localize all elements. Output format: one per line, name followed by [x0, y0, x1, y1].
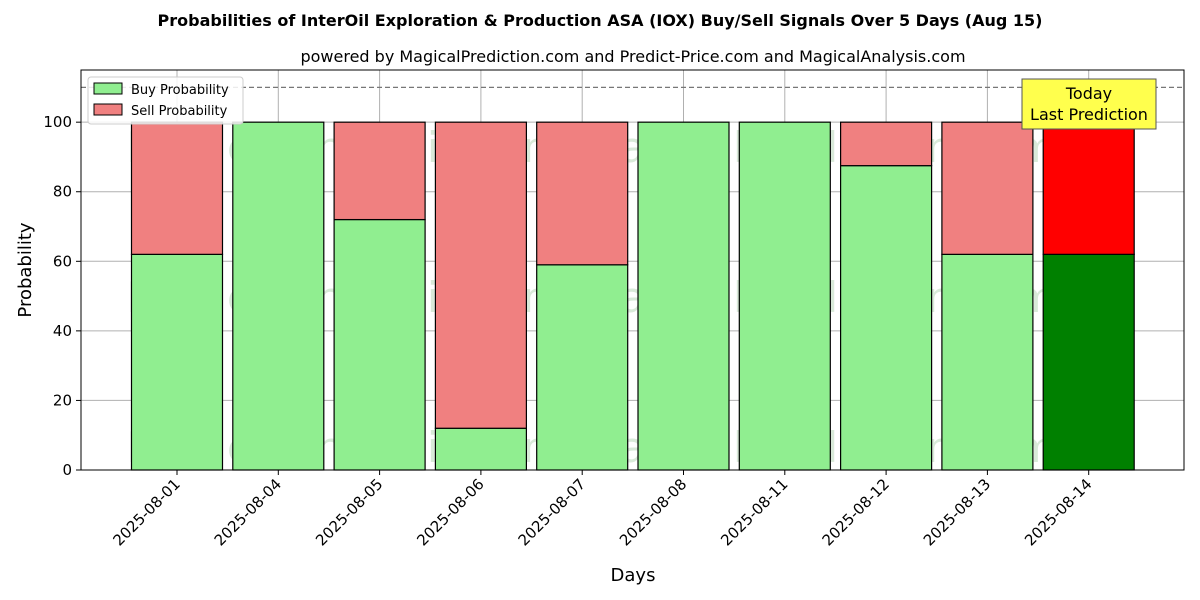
today-annotation-line1: Today [1065, 84, 1112, 103]
bar-buy-2025-08-06 [434, 427, 527, 471]
x-tick-label: 2025-08-05 [312, 475, 386, 549]
bar-buy-2025-08-12 [839, 165, 933, 471]
x-tick-label: 2025-08-01 [109, 475, 183, 549]
bar-buy-2025-08-01 [130, 253, 224, 471]
today-annotation: Today Last Prediction [1021, 78, 1157, 130]
bar-sell-2025-08-13 [941, 121, 1034, 255]
bar-buy-2025-08-04 [232, 121, 325, 471]
legend-swatch-sell [93, 103, 123, 116]
y-tick-label: 80 [53, 183, 72, 201]
bar-buy-2025-08-08 [637, 121, 730, 471]
legend-label-buy: Buy Probability [131, 83, 229, 98]
y-tick-label: 60 [53, 252, 72, 270]
x-tick-label: 2025-08-12 [819, 475, 893, 549]
x-tick-label: 2025-08-06 [413, 475, 487, 549]
today-annotation-line2: Last Prediction [1030, 105, 1148, 124]
x-tick-label: 2025-08-08 [616, 475, 690, 549]
legend-swatch-buy [93, 82, 123, 95]
chart-subtitle: powered by MagicalPrediction.com and Pre… [300, 47, 965, 66]
today-annotation-box [1021, 78, 1157, 130]
y-axis: 0 20 40 60 80 100 [43, 113, 81, 479]
bar-sell-2025-08-12 [839, 121, 933, 167]
x-axis: 2025-08-01 2025-08-04 2025-08-05 2025-08-06… [109, 470, 1096, 549]
y-tick-label: 100 [43, 113, 72, 131]
bar-buy-2025-08-11 [738, 121, 831, 471]
y-axis-label: Probability [15, 222, 36, 317]
legend-label-sell: Sell Probability [131, 104, 228, 119]
bar-sell-2025-08-01 [130, 121, 224, 255]
x-tick-label: 2025-08-07 [515, 475, 589, 549]
legend: Buy Probability Sell Probability [87, 76, 244, 125]
bar-buy-2025-08-05 [333, 218, 426, 471]
bar-buy-2025-08-14 [1042, 253, 1135, 471]
bar-sell-2025-08-06 [434, 121, 527, 429]
plot-frame [80, 69, 1185, 471]
bar-buy-2025-08-13 [941, 253, 1034, 471]
y-tick-label: 0 [62, 461, 72, 479]
x-tick-label: 2025-08-13 [920, 475, 994, 549]
bar-sell-2025-08-07 [536, 121, 629, 266]
bar-sell-2025-08-05 [333, 121, 426, 221]
bar-buy-2025-08-07 [536, 264, 629, 471]
legend-box [87, 76, 244, 125]
x-tick-label: 2025-08-11 [717, 475, 791, 549]
x-axis-label: Days [611, 565, 656, 586]
x-tick-label: 2025-08-14 [1021, 475, 1095, 549]
x-tick-label: 2025-08-04 [211, 475, 285, 549]
chart-title: Probabilities of InterOil Exploration & … [158, 11, 1043, 30]
y-tick-label: 20 [53, 391, 72, 409]
bar-sell-2025-08-14 [1042, 121, 1135, 255]
y-tick-label: 40 [53, 322, 72, 340]
bars [130, 121, 1135, 471]
